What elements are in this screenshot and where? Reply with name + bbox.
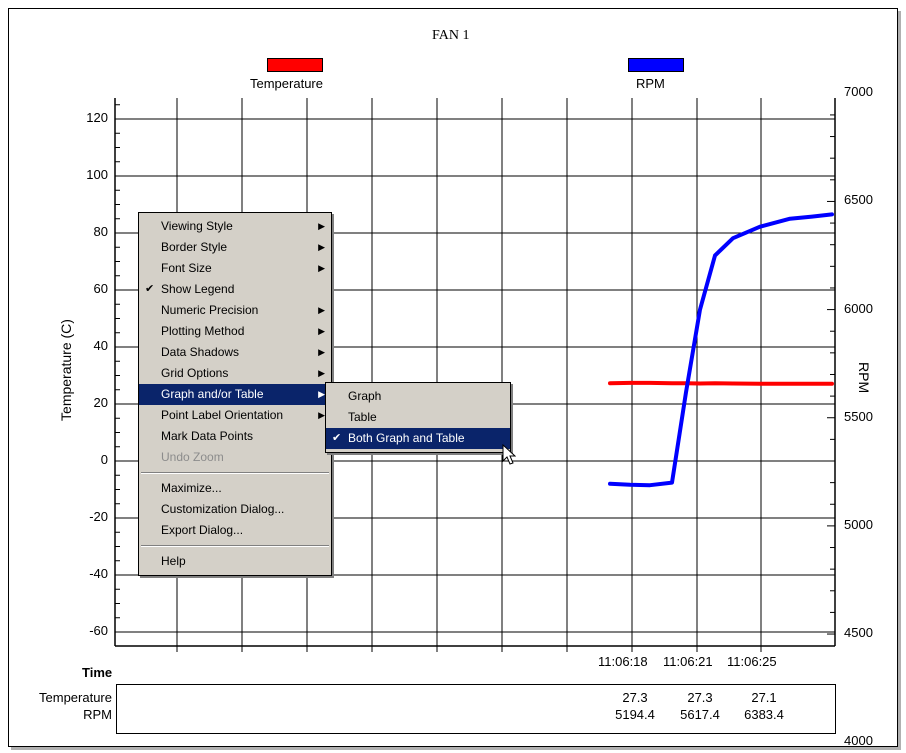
menu-item-label: Both Graph and Table xyxy=(348,431,465,445)
menu-item-label: Maximize... xyxy=(161,481,222,495)
left-tick-label: -20 xyxy=(89,509,108,524)
submenu-arrow-icon: ▶ xyxy=(318,368,325,378)
series-line-rpm xyxy=(608,212,834,488)
menu-item-label: Customization Dialog... xyxy=(161,502,285,516)
menu-item-maximize[interactable]: Maximize... xyxy=(139,478,331,499)
table-row-label-rpm: RPM xyxy=(83,707,112,722)
menu-item-label: Table xyxy=(348,410,377,424)
menu-item-font-size[interactable]: Font Size ▶ xyxy=(139,258,331,279)
menu-item-label: Graph xyxy=(348,389,382,403)
table-row-label-temperature: Temperature xyxy=(39,690,112,705)
menu-item-table[interactable]: Table xyxy=(326,407,510,428)
menu-item-graph-and-or-table[interactable]: Graph and/or Table ▶ xyxy=(139,384,331,405)
menu-item-show-legend[interactable]: ✔ Show Legend xyxy=(139,279,331,300)
menu-item-grid-options[interactable]: Grid Options ▶ xyxy=(139,363,331,384)
left-tick-label: -60 xyxy=(89,623,108,638)
menu-item-label: Undo Zoom xyxy=(161,450,224,464)
menu-item-export-dialog[interactable]: Export Dialog... xyxy=(139,520,331,541)
right-tick-label: 5500 xyxy=(844,408,873,424)
submenu-arrow-icon: ▶ xyxy=(318,326,325,336)
menu-item-undo-zoom: Undo Zoom xyxy=(139,447,331,468)
submenu-arrow-icon: ▶ xyxy=(318,389,325,399)
submenu-arrow-icon: ▶ xyxy=(318,221,325,231)
submenu-arrow-icon: ▶ xyxy=(318,305,325,315)
menu-item-both-graph-and-table[interactable]: ✔ Both Graph and Table xyxy=(326,428,510,449)
menu-item-help[interactable]: Help xyxy=(139,551,331,572)
series-line-temperature xyxy=(608,380,834,386)
menu-item-label: Plotting Method xyxy=(161,324,245,338)
right-tick-label: 5000 xyxy=(844,516,873,532)
data-table xyxy=(116,684,836,734)
table-cell: 5194.4 xyxy=(615,707,655,722)
right-tick-label: 6000 xyxy=(844,300,873,316)
menu-item-label: Mark Data Points xyxy=(161,429,254,443)
x-axis-title: Time xyxy=(82,665,113,680)
legend-rpm-label: RPM xyxy=(636,76,665,91)
menu-item-label: Font Size xyxy=(161,261,212,275)
checkmark-icon: ✔ xyxy=(332,432,342,444)
chart-title: FAN 1 xyxy=(432,28,470,43)
menu-item-label: Help xyxy=(161,554,186,568)
left-tick-label: 0 xyxy=(100,452,108,467)
menu-item-label: Border Style xyxy=(161,240,228,254)
legend-temperature-swatch xyxy=(267,58,323,72)
table-cell: 27.1 xyxy=(751,690,777,705)
x-tick-label: 11:06:18 xyxy=(598,654,648,669)
x-tick-label: 11:06:21 xyxy=(663,654,713,669)
mouse-cursor-icon xyxy=(502,444,516,465)
checkmark-icon: ✔ xyxy=(145,283,155,295)
menu-item-mark-data-points[interactable]: Mark Data Points xyxy=(139,426,331,447)
left-tick-label: 60 xyxy=(93,281,108,296)
menu-item-plotting-method[interactable]: Plotting Method ▶ xyxy=(139,321,331,342)
right-tick-label: 6500 xyxy=(844,192,873,208)
table-cell: 5617.4 xyxy=(680,707,720,722)
right-tick-label: 4000 xyxy=(844,733,873,749)
left-tick-label: 100 xyxy=(86,167,108,182)
left-tick-label: 120 xyxy=(86,110,108,125)
table-cell: 27.3 xyxy=(687,690,713,705)
menu-item-label: Numeric Precision xyxy=(161,303,259,317)
menu-item-label: Viewing Style xyxy=(161,219,233,233)
menu-item-numeric-precision[interactable]: Numeric Precision ▶ xyxy=(139,300,331,321)
context-menu: Viewing Style ▶ Border Style ▶ Font Size ▶ ✔ Sh… xyxy=(138,212,332,576)
right-tick-label: 7000 xyxy=(844,84,873,100)
submenu-arrow-icon: ▶ xyxy=(318,263,325,273)
x-tick-label: 11:06:25 xyxy=(727,654,777,669)
menu-item-border-style[interactable]: Border Style ▶ xyxy=(139,237,331,258)
menu-item-data-shadows[interactable]: Data Shadows ▶ xyxy=(139,342,331,363)
menu-item-customization-dialog[interactable]: Customization Dialog... xyxy=(139,499,331,520)
menu-item-point-label-orientation[interactable]: Point Label Orientation ▶ xyxy=(139,405,331,426)
menu-item-label: Grid Options xyxy=(161,366,229,380)
menu-separator xyxy=(141,472,329,474)
right-axis-title: RPM xyxy=(856,362,872,394)
left-tick-label: -40 xyxy=(89,566,108,581)
left-tick-label: 20 xyxy=(93,395,108,410)
legend-temperature-label: Temperature xyxy=(250,76,323,91)
left-tick-label: 80 xyxy=(93,224,108,239)
right-tick-label: 4500 xyxy=(844,625,873,641)
submenu-arrow-icon: ▶ xyxy=(318,242,325,252)
left-axis-title: Temperature (C) xyxy=(58,319,74,421)
submenu-arrow-icon: ▶ xyxy=(318,347,325,357)
left-tick-label: 40 xyxy=(93,338,108,353)
menu-item-label: Point Label Orientation xyxy=(161,408,284,422)
submenu-arrow-icon: ▶ xyxy=(318,410,325,420)
menu-item-label: Data Shadows xyxy=(161,345,240,359)
menu-item-label: Export Dialog... xyxy=(161,523,244,537)
menu-item-viewing-style[interactable]: Viewing Style ▶ xyxy=(139,216,331,237)
menu-separator xyxy=(141,545,329,547)
graph-table-submenu: Graph Table ✔ Both Graph and Table xyxy=(325,382,511,453)
menu-item-graph[interactable]: Graph xyxy=(326,386,510,407)
table-cell: 6383.4 xyxy=(744,707,784,722)
menu-item-label: Graph and/or Table xyxy=(161,387,264,401)
menu-item-label: Show Legend xyxy=(161,282,235,296)
table-cell: 27.3 xyxy=(622,690,648,705)
legend-rpm-swatch xyxy=(628,58,684,72)
